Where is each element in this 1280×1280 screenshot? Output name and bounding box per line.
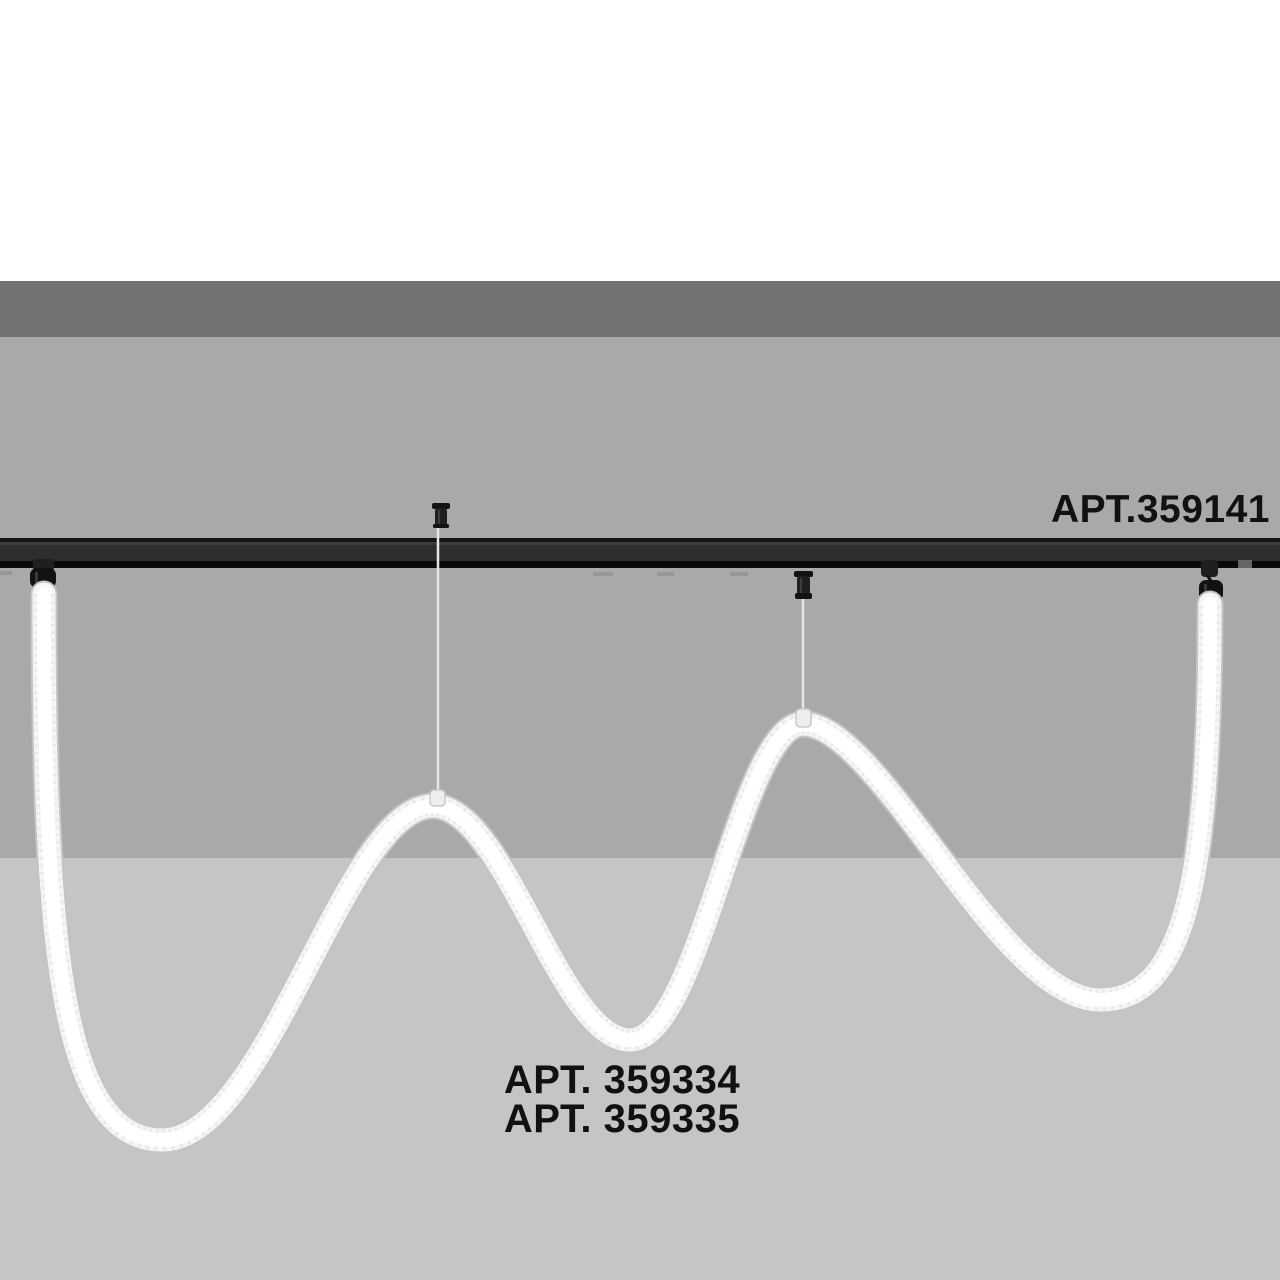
- track-underside-slot: [0, 571, 12, 575]
- wall-band-light: [0, 858, 1280, 1280]
- suspension-mount-1: [432, 503, 450, 528]
- rope-light: [30, 580, 1224, 1154]
- mount-top-flange: [794, 571, 813, 577]
- mount-highlight: [438, 510, 440, 524]
- rope-highlight: [37, 587, 1217, 1148]
- connector-knob: [1201, 560, 1218, 577]
- mount-bottom-flange: [795, 593, 812, 599]
- track-top-edge: [0, 538, 1280, 542]
- track-rail: [0, 538, 1280, 568]
- track-bottom-edge: [0, 561, 1280, 568]
- rope-clamp-1: [429, 789, 446, 807]
- mount-top-flange: [432, 503, 450, 509]
- wall-band-dark: [0, 281, 1280, 337]
- track-underside-slot: [730, 572, 748, 576]
- label-rope-article-line1: АРТ. 359334: [503, 1058, 741, 1102]
- track-underside-slot: [593, 572, 613, 576]
- label-track-article: АРТ.359141: [1050, 488, 1270, 531]
- connector-highlight: [1204, 584, 1207, 597]
- label-rope-articles: АРТ. 359334 АРТ. 359335: [0, 1058, 1244, 1141]
- mount-body: [797, 576, 810, 595]
- mount-highlight: [800, 578, 802, 593]
- rope-clamp-2: [795, 708, 812, 728]
- track-underside-slot: [657, 572, 674, 576]
- mount-bottom-flange: [433, 524, 449, 528]
- connector-highlight: [35, 572, 38, 584]
- wall-band-mid: [0, 337, 1280, 858]
- track-face: [0, 545, 1280, 561]
- track-top-bevel: [0, 542, 1280, 545]
- suspension-mount-2: [794, 571, 813, 599]
- label-rope-article-line2: АРТ. 359335: [503, 1097, 741, 1141]
- track-end-notch: [1238, 560, 1252, 568]
